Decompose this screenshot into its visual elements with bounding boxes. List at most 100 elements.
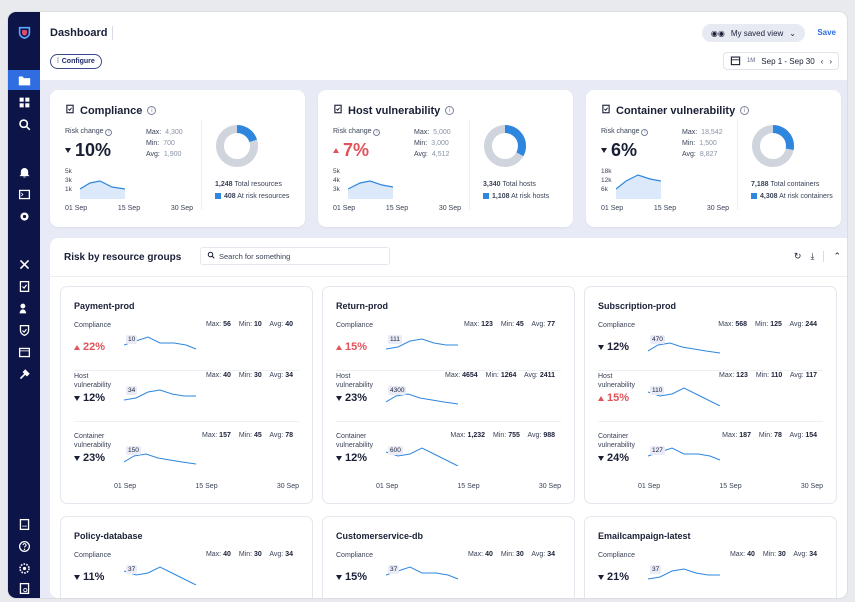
info-icon[interactable]: i [445, 106, 455, 115]
info-icon[interactable]: i [373, 128, 381, 136]
group-x-axis: 01 Sep 15 Sep 30 Sep [376, 483, 561, 490]
search-icon[interactable] [14, 114, 34, 134]
max-label: Max: [719, 372, 735, 379]
avg-value: 4,512 [431, 151, 450, 158]
resource-group-card[interactable]: Customerservice-db Compliance Max: 40 Mi… [322, 516, 575, 598]
document-icon[interactable] [14, 514, 34, 534]
max-label: Max: [718, 321, 734, 328]
x-tick: 30 Sep [276, 483, 299, 490]
chevron-right-icon[interactable]: › [829, 56, 832, 66]
y-tick: 5k [65, 168, 72, 175]
row-divider [74, 421, 299, 422]
refresh-icon[interactable]: ↻ [793, 251, 802, 261]
max-value: 568 [735, 321, 748, 328]
risk-donut-chart [216, 125, 258, 167]
folder-icon[interactable] [8, 70, 40, 90]
max-value: 123 [736, 372, 748, 379]
risk-donut-chart [752, 125, 794, 167]
metric-sparkline [124, 453, 197, 465]
saved-view-dropdown[interactable]: ◉◉ My saved view ⌄ [701, 24, 805, 42]
min-value: 30 [254, 551, 262, 558]
sidebar [8, 12, 40, 598]
terminal-icon[interactable] [14, 184, 34, 204]
code-window-icon[interactable] [14, 342, 34, 362]
totals-legend: 1,248 Total resources 408 At risk resour… [215, 179, 289, 203]
x-tick: 15 Sep [117, 205, 141, 212]
x-tick: 30 Sep [706, 205, 729, 212]
metric-change: 24% [598, 452, 629, 464]
resource-group-card[interactable]: Subscription-prod Compliance Max: 568 Mi… [584, 286, 837, 504]
min-label: Min: [682, 140, 696, 147]
max-value: 4654 [462, 372, 478, 379]
y-tick: 3k [65, 177, 72, 184]
max-value: 123 [481, 321, 493, 328]
report-icon[interactable] [14, 578, 34, 598]
avg-label: Avg: [269, 432, 284, 439]
donut-at-risk-segment [484, 125, 526, 167]
metric-change: 15% [598, 392, 629, 404]
info-icon[interactable]: i [147, 106, 157, 115]
sparkline-y-axis: 18k 12k 6k [601, 167, 611, 194]
metric-change-percent: 15% [607, 392, 630, 404]
search-input[interactable]: Search for something [200, 247, 390, 265]
trend-sparkline [616, 174, 661, 199]
min-value: 1264 [500, 372, 517, 379]
y-tick: 1k [65, 186, 72, 193]
at-risk-label: At risk hosts [511, 193, 550, 200]
download-icon[interactable]: ⤓ [810, 251, 815, 261]
max-label: Max: [682, 129, 698, 136]
x-tick: 15 Sep [719, 483, 742, 490]
settings-icon[interactable] [14, 558, 34, 578]
sparkline-value-tag: 37 [388, 565, 400, 574]
save-button[interactable]: Save [817, 28, 836, 37]
network-icon[interactable] [14, 254, 34, 274]
bell-icon[interactable] [14, 162, 34, 182]
min-value: 755 [508, 432, 520, 439]
gear-icon[interactable] [14, 206, 34, 226]
trend-sparkline [80, 180, 125, 199]
group-name: Subscription-prod [598, 301, 676, 311]
metric-sparkline [648, 342, 721, 354]
summary-card: Compliance i Risk change i 10% Max: 4,300… [50, 90, 305, 227]
shield-check-icon[interactable] [14, 320, 34, 340]
risk-change-value: 10% [65, 140, 111, 161]
info-icon[interactable]: i [740, 106, 750, 115]
metric-change: 23% [336, 392, 367, 404]
metric-row: Host vulnerability Max: 123 Min: 110 Avg… [598, 372, 823, 422]
user-key-icon[interactable] [14, 298, 34, 318]
sparkline-line [648, 568, 720, 580]
resource-group-card[interactable]: Policy-database Compliance Max: 40 Min: … [60, 516, 313, 598]
resource-group-card[interactable]: Return-prod Compliance Max: 123 Min: 45 … [322, 286, 575, 504]
metric-change: 15% [336, 341, 367, 353]
avg-label: Avg: [531, 551, 546, 558]
chevron-left-icon[interactable]: ‹ [820, 56, 824, 66]
resource-group-card[interactable]: Payment-prod Compliance Max: 56 Min: 10 … [60, 286, 313, 504]
hammer-icon[interactable] [14, 364, 34, 384]
info-icon[interactable]: i [641, 128, 649, 136]
metric-label: Host vulnerability [74, 373, 111, 389]
calendar-icon [730, 55, 741, 68]
max-label: Max: [205, 321, 222, 328]
metric-row: Compliance Max: 40 Min: 30 Avg: 34 21% 3… [598, 551, 823, 598]
metric-change: 11% [74, 571, 104, 583]
grid-icon[interactable] [14, 92, 34, 112]
arrow-down-icon [74, 574, 80, 580]
configure-button[interactable]: ⫶ Configure [50, 54, 102, 69]
chevron-up-icon[interactable]: ⌃ [833, 251, 841, 261]
date-range-picker[interactable]: 1M Sep 1 - Sep 30 ‹ › [722, 52, 839, 70]
sparkline-value-tag: 150 [126, 446, 141, 455]
help-icon[interactable] [14, 536, 34, 556]
info-icon[interactable]: i [105, 128, 113, 136]
avg-label: Avg: [269, 321, 284, 328]
min-value: 30 [254, 372, 262, 379]
card-title: Host vulnerability i [333, 104, 455, 117]
metric-stats: Max: 1,232 Min: 755 Avg: 988 [450, 432, 561, 439]
total-count: 1,248 [215, 181, 233, 188]
clipboard-check-icon[interactable] [14, 276, 34, 296]
metric-label: Host vulnerability [598, 373, 635, 389]
sparkline-value-tag: 600 [388, 446, 403, 455]
resource-group-card[interactable]: Emailcampaign-latest Compliance Max: 40 … [584, 516, 837, 598]
group-x-axis: 01 Sep 15 Sep 30 Sep [638, 483, 823, 490]
logo-shield-icon[interactable] [14, 22, 34, 42]
card-title: Compliance i [65, 104, 157, 117]
